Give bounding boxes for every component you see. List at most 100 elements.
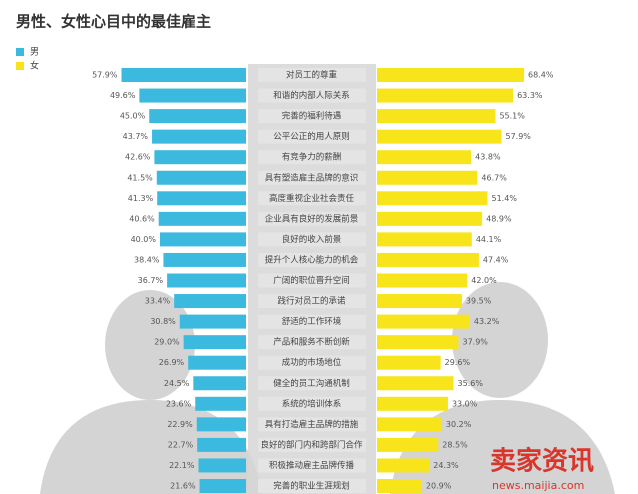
- legend-label: 男: [30, 47, 39, 58]
- category-label: 对员工的尊重: [286, 70, 338, 81]
- bar: [377, 479, 422, 493]
- value-label: 40.0%: [131, 235, 157, 244]
- bar: [163, 252, 246, 267]
- value-label: 33.4%: [145, 297, 171, 306]
- value-label: 20.9%: [426, 482, 452, 491]
- value-label: 41.5%: [127, 173, 153, 182]
- value-label: 24.3%: [433, 461, 459, 470]
- category-box: [258, 109, 366, 124]
- value-label: 42.0%: [471, 276, 497, 285]
- bar: [377, 68, 525, 82]
- bar: [195, 396, 246, 411]
- category-box: [258, 335, 366, 350]
- value-label: 43.8%: [475, 153, 501, 162]
- bar: [377, 458, 430, 473]
- bar: [377, 170, 478, 185]
- bar: [377, 376, 454, 391]
- bar: [377, 150, 472, 165]
- category-label: 践行对员工的承诺: [277, 296, 346, 307]
- category-box: [258, 150, 366, 165]
- bar: [167, 273, 246, 288]
- category-box: [258, 458, 366, 473]
- bar: [160, 232, 246, 247]
- category-label: 有竞争力的薪酬: [282, 152, 342, 163]
- watermark-url: news.maijia.com: [492, 479, 584, 492]
- value-label: 24.5%: [164, 379, 190, 388]
- bar: [157, 191, 246, 206]
- value-label: 41.3%: [128, 194, 154, 203]
- category-box: [258, 68, 366, 82]
- value-label: 22.1%: [169, 461, 195, 470]
- value-label: 63.3%: [517, 91, 543, 100]
- bar: [179, 314, 246, 329]
- bar: [121, 68, 246, 82]
- value-label: 44.1%: [476, 235, 502, 244]
- category-label: 产品和服务不断创新: [273, 337, 350, 348]
- category-box: [258, 294, 366, 309]
- bar: [377, 417, 442, 432]
- category-label: 完善的福利待遇: [282, 111, 342, 122]
- category-label: 良好的部门内和跨部门合作: [260, 439, 363, 450]
- category-box: [258, 417, 366, 432]
- value-label: 51.4%: [492, 194, 518, 203]
- value-label: 35.6%: [458, 379, 484, 388]
- category-box: [258, 479, 366, 493]
- value-label: 21.6%: [170, 482, 196, 491]
- category-label: 系统的培训体系: [282, 398, 342, 409]
- bar: [377, 109, 496, 124]
- value-label: 36.7%: [138, 276, 164, 285]
- bar: [377, 273, 468, 288]
- value-label: 45.0%: [120, 112, 146, 121]
- bar: [154, 150, 246, 165]
- bar: [156, 170, 246, 185]
- category-box: [258, 437, 366, 452]
- value-label: 22.7%: [168, 440, 194, 449]
- category-label: 提升个人核心能力的机会: [265, 254, 359, 265]
- bar: [377, 335, 459, 350]
- value-label: 46.7%: [481, 173, 507, 182]
- category-label: 健全的员工沟通机制: [273, 378, 350, 389]
- category-box: [258, 191, 366, 206]
- category-label: 良好的收入前景: [282, 234, 342, 245]
- value-label: 37.9%: [462, 338, 488, 347]
- value-label: 48.9%: [486, 214, 512, 223]
- legend-swatch: [16, 62, 24, 70]
- category-label: 具有塑造雇主品牌的意识: [265, 172, 359, 183]
- value-label: 26.9%: [159, 358, 185, 367]
- value-label: 57.9%: [92, 71, 118, 80]
- category-label: 企业具有良好的发展前景: [265, 213, 359, 224]
- legend-swatch: [16, 48, 24, 56]
- bar: [193, 376, 246, 391]
- bar: [174, 294, 246, 309]
- bar: [377, 252, 479, 267]
- value-label: 29.0%: [154, 338, 180, 347]
- category-label: 广阔的职位晋升空间: [273, 275, 350, 286]
- category-box: [258, 211, 366, 226]
- category-box: [258, 314, 366, 329]
- category-box: [258, 376, 366, 391]
- value-label: 43.2%: [474, 317, 500, 326]
- value-label: 30.2%: [446, 420, 472, 429]
- category-box: [258, 252, 366, 267]
- chart-title: 男性、女性心目中的最佳雇主: [16, 13, 211, 31]
- value-label: 43.7%: [123, 132, 149, 141]
- value-label: 49.6%: [110, 91, 136, 100]
- value-label: 55.1%: [499, 112, 525, 121]
- category-label: 和谐的内部人际关系: [273, 90, 350, 101]
- bar: [377, 355, 441, 370]
- category-box: [258, 170, 366, 185]
- value-label: 40.6%: [129, 214, 155, 223]
- legend-label: 女: [30, 60, 39, 72]
- bar: [197, 437, 246, 452]
- category-label: 高度重视企业社会责任: [269, 193, 355, 204]
- bar: [188, 355, 246, 370]
- value-label: 38.4%: [134, 255, 160, 264]
- category-box: [258, 355, 366, 370]
- bar: [377, 294, 462, 309]
- bar: [196, 417, 246, 432]
- bar: [158, 211, 246, 226]
- bar: [377, 129, 502, 144]
- bar: [199, 479, 246, 493]
- bar: [377, 88, 514, 103]
